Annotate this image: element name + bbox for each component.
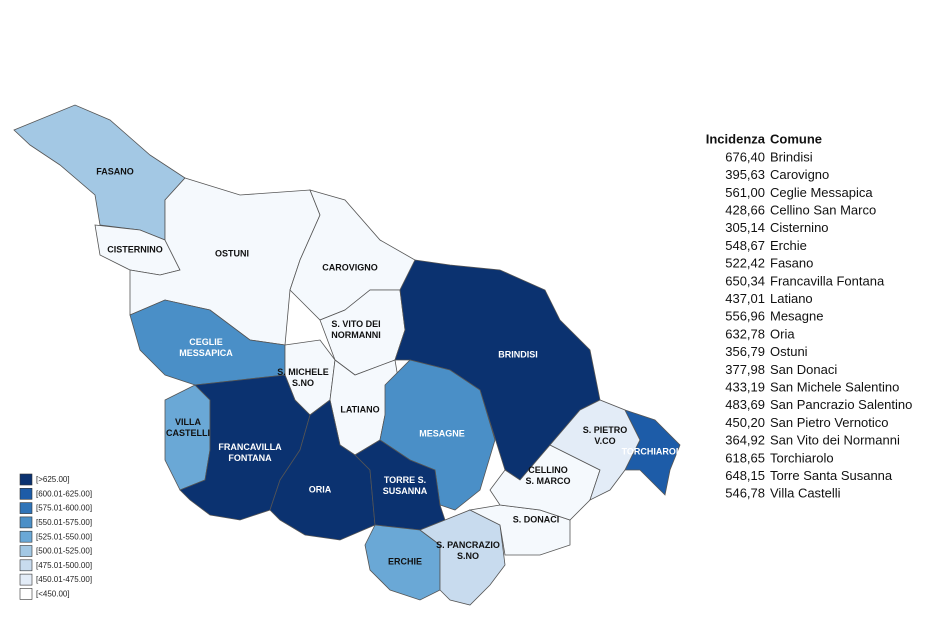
table-cell: 650,34 [725,273,765,288]
legend: [>625.00] [600.01-625.00] [575.01-600.00] [… [19,473,92,600]
table-cell: 433,19 [725,380,765,395]
table-cell: 618,65 [725,450,765,465]
region [624,409,681,496]
legend-label: [<450.00] [36,590,70,599]
table-cell: Torchiarolo [770,450,834,465]
legend-swatch [19,559,33,572]
table-cell: San Michele Salentino [770,380,899,395]
table-cell: 546,78 [725,486,765,501]
table-cell: Villa Castelli [770,486,841,501]
region-label: S. PANCRAZIO [436,540,500,550]
region-label: FONTANA [228,453,272,463]
region-label: BRINDISI [498,349,538,359]
region [549,399,641,501]
table-cell: San Vito dei Normanni [770,433,900,448]
table-cell: Francavilla Fontana [770,273,885,288]
table-cell: 556,96 [725,309,765,324]
legend-label: [575.01-600.00] [36,504,92,513]
table-cell: 561,00 [725,185,765,200]
region-label: CASTELLI [166,428,210,438]
legend-label: [>625.00] [36,475,70,484]
legend-swatch [19,573,33,586]
table-cell: 395,63 [725,167,765,182]
region-label: CEGLIE [189,337,223,347]
legend-label: [525.01-550.00] [36,532,92,541]
table-cell: Carovigno [770,167,829,182]
legend-swatch [19,588,33,600]
legend-label: [450.01-475.00] [36,575,92,584]
table: Incidenza Comune 676,40 Brindisi 395,63 Carov… [706,131,913,500]
table-cell: 377,98 [725,362,765,377]
table-cell: Cisternino [770,220,829,235]
region-label: S. MICHELE [277,367,329,377]
region-label: LATIANO [340,404,379,414]
region [419,509,506,606]
table-cell: Ostuni [770,344,808,359]
legend-label: [600.01-625.00] [36,489,92,498]
region-label: VILLA [175,417,201,427]
table-cell: San Pietro Vernotico [770,415,889,430]
legend-swatch [19,516,33,529]
table-header: Incidenza [706,131,766,146]
legend-label: [500.01-525.00] [36,547,92,556]
table-cell: San Pancrazio Salentino [770,397,912,412]
region-label: ERCHIE [388,556,422,566]
table-cell: 305,14 [725,220,765,235]
table-cell: 450,20 [725,415,765,430]
table-header: Comune [770,131,822,146]
legend-swatch [19,502,33,514]
table-cell: Torre Santa Susanna [770,468,893,483]
table-cell: Ceglie Messapica [770,185,873,200]
region-label: OSTUNI [215,248,249,258]
region-label: V.CO [594,436,615,446]
table-cell: Latiano [770,291,813,306]
region-label: S.NO [292,378,314,388]
table-cell: 483,69 [725,397,765,412]
legend-swatch [19,530,33,543]
region-label: CISTERNINO [107,244,163,254]
table-cell: 648,15 [725,468,765,483]
region-label: S.NO [457,551,479,561]
map: FASANO CISTERNINO OSTUNI CAROVIGNO S. VITO D… [13,104,689,606]
table-cell: 522,42 [725,256,765,271]
region-label: S. DONACI [513,514,560,524]
region [179,374,311,521]
region [354,439,446,531]
region-label: S. PIETRO [583,425,628,435]
region-label: TORCHIAROLO [622,446,689,456]
table-cell: 676,40 [725,149,765,164]
table-cell: Erchie [770,238,807,253]
table-cell: 437,01 [725,291,765,306]
table-cell: Cellino San Marco [770,203,876,218]
legend-label: [550.01-575.00] [36,518,92,527]
table-cell: San Donaci [770,362,837,377]
region-label: FRANCAVILLA [218,442,282,452]
region-label: NORMANNI [331,330,381,340]
legend-swatch [19,487,33,500]
region-label: CAROVIGNO [322,262,378,272]
table-cell: 632,78 [725,326,765,341]
table-cell: Brindisi [770,149,813,164]
region-label: MESAGNE [419,428,465,438]
table-cell: 548,67 [725,238,765,253]
region-label: SUSANNA [383,486,428,496]
table-cell: Oria [770,326,795,341]
legend-swatch [19,473,33,486]
region-label: ORIA [309,484,332,494]
table-cell: 364,92 [725,433,765,448]
table-cell: Mesagne [770,309,823,324]
legend-label: [475.01-500.00] [36,561,92,570]
table-cell: 356,79 [725,344,765,359]
table-cell: Fasano [770,256,813,271]
region-label: MESSAPICA [179,348,233,358]
region-label: S. MARCO [526,476,571,486]
table-cell: 428,66 [725,203,765,218]
region-label: S. VITO DEI [331,319,380,329]
region-label: TORRE S. [384,475,426,485]
legend-swatch [19,545,33,557]
region-label: FASANO [96,166,134,176]
region-label: CELLINO [528,465,568,475]
